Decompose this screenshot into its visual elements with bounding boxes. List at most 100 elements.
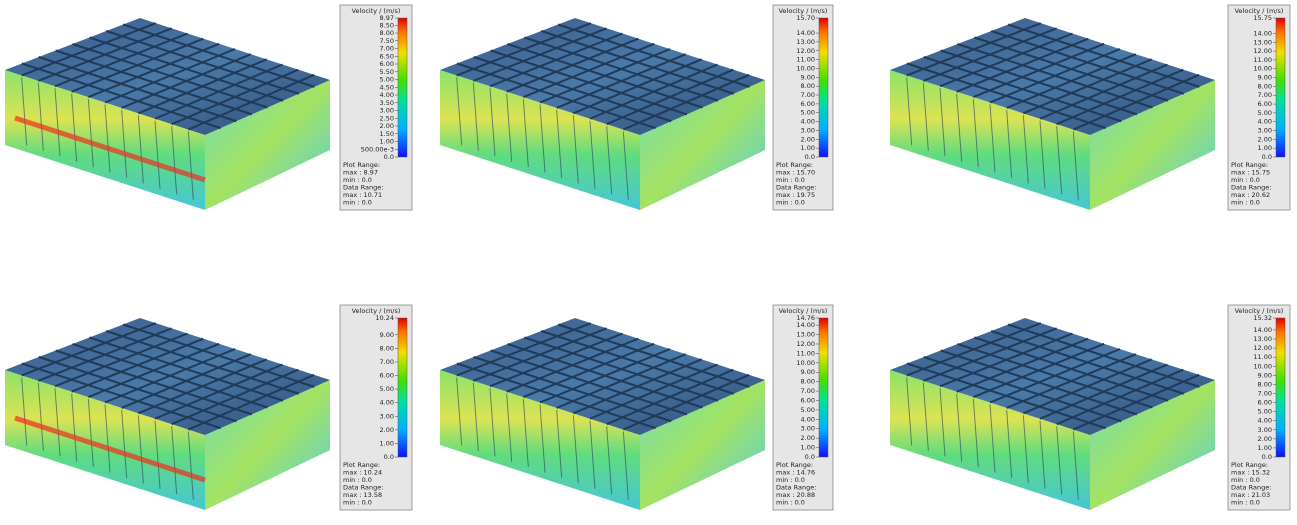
fiber — [1072, 131, 1079, 200]
colorbar-tick-label: 9.00 — [380, 331, 394, 339]
colorbar-tick-label: 15.70 — [796, 14, 815, 22]
colorbar-tick-label: 14.00 — [796, 29, 815, 37]
legend-title: Velocity / (m/s) — [1235, 307, 1284, 315]
range-text: max : 20.62 — [1231, 191, 1270, 199]
range-text: min : 0.0 — [343, 199, 372, 207]
colorbar-tick-label: 14.76 — [796, 314, 815, 322]
fiber — [506, 93, 513, 162]
fiber — [121, 109, 128, 178]
colorbar-tick-label: 11.00 — [796, 349, 815, 357]
colorbar-tick-label: 3.00 — [380, 412, 394, 420]
rendering — [440, 18, 765, 210]
range-text: max : 15.75 — [1231, 169, 1270, 177]
fiber — [489, 388, 496, 457]
fiber — [71, 393, 78, 462]
colorbar-tick-label: 14.00 — [1253, 29, 1272, 37]
fiber — [187, 431, 194, 500]
fiber — [54, 88, 61, 157]
colorbar-tick-label: 13.00 — [796, 331, 815, 339]
fiber — [105, 330, 300, 395]
range-text: min : 0.0 — [1231, 476, 1260, 484]
colorbar-tick-label: 13.00 — [796, 38, 815, 46]
front-face — [890, 70, 1090, 210]
range-text: Data Range: — [776, 484, 816, 492]
range-text: min : 0.0 — [776, 499, 805, 507]
colorbar-legend: Velocity / (m/s)10.24 9.00 8.00 7.00 6.00 5.0… — [339, 304, 413, 511]
legend-title: Velocity / (m/s) — [1235, 7, 1284, 15]
colorbar-tick-label: 10.00 — [1253, 65, 1272, 73]
fiber — [974, 336, 1169, 402]
colorbar-tick-label: 3.00 — [801, 126, 815, 134]
fiber — [21, 77, 28, 146]
fiber — [72, 343, 268, 409]
front-face — [5, 70, 205, 210]
fiber — [906, 362, 1106, 430]
colorbar-tick-label: 0.0 — [1262, 453, 1272, 461]
fiber — [957, 43, 1153, 109]
side-face — [1090, 380, 1215, 510]
fiber — [522, 399, 529, 468]
colorbar-tick-label: 4.00 — [1258, 417, 1272, 425]
fiber — [1039, 120, 1046, 189]
range-text: min : 0.0 — [1231, 199, 1260, 207]
colorbar-tick-label: 8.00 — [801, 378, 815, 386]
fiber — [507, 343, 703, 409]
fiber — [972, 99, 979, 168]
colorbar-tick-label: 0.0 — [805, 453, 815, 461]
fiber — [557, 323, 750, 388]
fiber — [137, 415, 144, 484]
colorbar-tick-label: 9.00 — [1258, 74, 1272, 82]
fiber — [72, 43, 268, 109]
front-face — [440, 370, 640, 510]
colorbar-tick-label: 12.00 — [1253, 47, 1272, 55]
range-text: Plot Range: — [343, 161, 380, 169]
fiber — [524, 36, 719, 102]
range-text: min : 0.0 — [1231, 176, 1260, 184]
fiber — [589, 120, 596, 189]
fiber — [490, 349, 688, 416]
colorbar-tick-label: 8.97 — [380, 14, 394, 22]
colorbar-tick-label: 3.00 — [1258, 426, 1272, 434]
fiber — [21, 362, 221, 430]
legend-title: Velocity / (m/s) — [352, 307, 401, 315]
fiber — [922, 82, 929, 151]
fiber — [990, 30, 1185, 95]
fiber — [154, 120, 161, 189]
colorbar-tick-label: 3.00 — [801, 425, 815, 433]
colorbar-tick-label: 1.50 — [380, 130, 394, 138]
colorbar-tick-label: 11.00 — [1253, 353, 1272, 361]
rendering — [890, 18, 1215, 210]
fiber — [506, 393, 513, 462]
fiber — [37, 82, 44, 151]
side-face — [640, 380, 765, 510]
front-face — [440, 70, 640, 210]
range-text: min : 0.0 — [776, 176, 805, 184]
range-text: max : 15.70 — [776, 169, 815, 177]
colorbar-tick-label: 8.00 — [1258, 82, 1272, 90]
colorbar-tick-label: 5.50 — [380, 68, 394, 76]
colorbar-tick-label: 15.75 — [1253, 14, 1272, 22]
range-text: Data Range: — [1231, 484, 1271, 492]
colorbar-tick-label: 500.00e-3 — [361, 145, 394, 153]
fiber — [989, 104, 996, 173]
colorbar-tick-label: 10.24 — [375, 314, 394, 322]
fiber — [940, 49, 1138, 116]
side-face — [205, 380, 330, 510]
colorbar-tick-label: 5.00 — [1258, 408, 1272, 416]
fiber — [556, 109, 563, 178]
fiber — [522, 99, 529, 168]
range-text: Data Range: — [776, 184, 816, 192]
colorbar-tick-label: 7.50 — [380, 37, 394, 45]
rendering — [5, 18, 330, 210]
legend-title: Velocity / (m/s) — [352, 7, 401, 15]
fiber — [104, 404, 111, 473]
fiber — [21, 377, 28, 446]
colorbar-legend: Velocity / (m/s)8.978.508.007.507.006.50… — [339, 4, 413, 211]
colorbar-tick-label: 4.00 — [1258, 118, 1272, 126]
range-text: min : 0.0 — [343, 476, 372, 484]
fiber — [1056, 426, 1063, 495]
fiber — [105, 30, 300, 95]
colorbar-tick-label: 8.50 — [380, 21, 394, 29]
range-text: min : 0.0 — [776, 199, 805, 207]
fiber — [1072, 431, 1079, 500]
